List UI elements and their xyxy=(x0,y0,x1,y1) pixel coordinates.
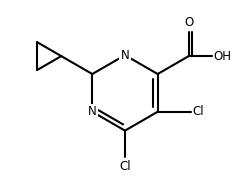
Text: Cl: Cl xyxy=(119,160,131,173)
Text: N: N xyxy=(88,105,97,118)
Text: OH: OH xyxy=(214,50,232,63)
Text: N: N xyxy=(121,49,129,62)
Text: Cl: Cl xyxy=(193,105,204,118)
Text: O: O xyxy=(184,16,193,30)
